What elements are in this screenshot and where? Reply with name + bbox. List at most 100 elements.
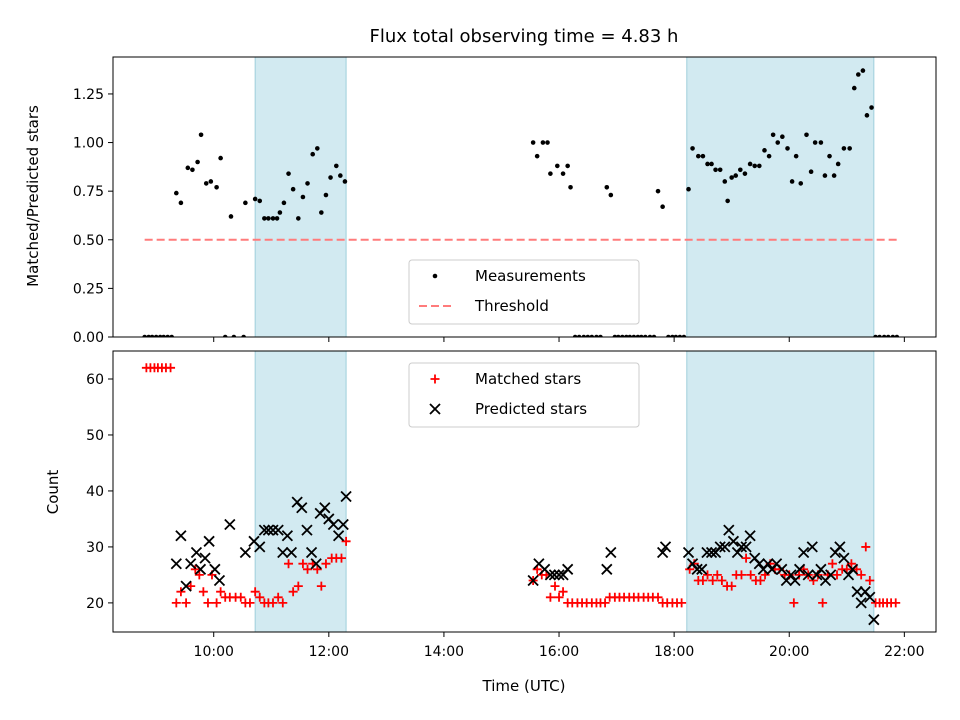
ratio-panel-series-0-point-18 xyxy=(222,334,228,337)
ratio-panel-series-0-point-73 xyxy=(655,188,661,194)
count-panel-series-1-point-71 xyxy=(797,546,810,559)
count-panel-series-0-point-114 xyxy=(861,542,871,552)
count-panel-series-0-point-7 xyxy=(171,598,181,608)
count-panel-series-1-point-22 xyxy=(296,502,308,514)
ratio-panel-series-0-point-102 xyxy=(785,146,790,151)
ratio-panel: 0.00 0.25 0.50 0.75 1.00 1.25 Measurements Thre… xyxy=(73,56,937,346)
count-panel-series-0-point-60 xyxy=(600,598,610,608)
ratio-panel-series-0-point-36 xyxy=(310,151,316,157)
count-panel-series-1-point-31 xyxy=(337,518,349,531)
ratio-panel-series-0-point-49 xyxy=(555,163,560,169)
ratio-panel-series-0-point-104 xyxy=(793,153,799,159)
ratio-panel-series-0-point-14 xyxy=(203,181,209,186)
ratio-panel-series-0-point-58 xyxy=(594,334,599,337)
ratio-panel-series-0-point-88 xyxy=(722,179,728,184)
count-panel-series-0-point-99 xyxy=(789,598,799,608)
count-panel-series-1-point-36 xyxy=(544,569,557,581)
count-panel-series-1-point-45 xyxy=(682,546,695,559)
ratio-panel-series-0-point-125 xyxy=(890,334,896,337)
ratio-panel-series-0-point-63 xyxy=(616,334,621,337)
count-panel-series-0-point-16 xyxy=(212,598,222,608)
ratio-panel-series-0-point-69 xyxy=(639,334,644,337)
count-panel-series-0-point-31 xyxy=(284,559,294,569)
ratio-panel-series-0-point-64 xyxy=(620,334,625,337)
ratio-panel-series-0-point-87 xyxy=(717,167,723,173)
count-panel-series-1-point-19 xyxy=(281,530,294,542)
ratio-panel-series-0-point-77 xyxy=(673,334,679,337)
ratio-panel-series-0-point-106 xyxy=(804,132,809,138)
count-panel-series-0-point-12 xyxy=(194,570,204,580)
count-panel-series-1-point-27 xyxy=(319,502,331,514)
ratio-panel-series-0-point-98 xyxy=(766,153,772,159)
count-panel-series-1-point-48 xyxy=(696,563,708,575)
ratio-panel-series-0-point-72 xyxy=(651,334,657,337)
count-panel-series-0-point-10 xyxy=(186,581,196,591)
count-panel-legend-label-1: Predicted stars xyxy=(475,400,587,418)
ratio-panel-series-0-point-93 xyxy=(742,171,748,176)
count-panel-series-0-point-90 xyxy=(746,570,756,580)
ratio-panel-series-0-point-95 xyxy=(752,163,758,169)
count-panel-series-1-point-25 xyxy=(310,558,322,570)
count-panel-series-1-point-43 xyxy=(656,546,669,559)
ratio-panel-series-0-point-41 xyxy=(334,163,339,169)
count-panel-legend-swatch-0 xyxy=(430,374,440,384)
ratio-panel-series-0-point-43 xyxy=(342,179,348,184)
x-tick-label-3: 16:00 xyxy=(539,644,579,660)
count-panel-series-1-point-11 xyxy=(239,546,252,559)
ratio-panel-series-0-point-9 xyxy=(178,200,184,206)
ratio-panel-series-0-point-56 xyxy=(585,334,591,337)
ratio-panel-series-0-point-101 xyxy=(780,134,785,140)
ratio-panel-series-0-point-23 xyxy=(252,196,258,202)
ratio-panel-series-0-point-76 xyxy=(670,334,675,337)
ratio-panel-series-0-point-37 xyxy=(315,146,320,151)
count-panel-series-0-point-42 xyxy=(336,553,346,563)
ratio-panel-series-0-point-118 xyxy=(860,68,866,73)
count-panel-series-1-point-59 xyxy=(744,530,756,542)
count-panel-series-0-point-107 xyxy=(827,559,837,569)
count-panel-series-0-point-14 xyxy=(203,598,213,608)
ratio-panel-series-0-point-52 xyxy=(568,184,573,190)
ratio-panel-legend-label-0: Measurements xyxy=(475,267,586,285)
count-panel-series-0-point-37 xyxy=(312,564,322,574)
count-panel-series-1-point-66 xyxy=(776,563,788,575)
count-panel-series-1-point-38 xyxy=(553,569,565,581)
ratio-panel-series-0-point-109 xyxy=(818,140,824,145)
ratio-panel-series-0-point-119 xyxy=(864,113,870,118)
count-panel-series-0-point-48 xyxy=(545,592,555,602)
ratio-panel-series-0-point-50 xyxy=(560,171,566,176)
count-panel-frame xyxy=(112,350,937,633)
ratio-panel-series-0-point-32 xyxy=(290,186,296,192)
ratio-panel-series-0-point-39 xyxy=(323,192,329,198)
count-panel-series-1-point-44 xyxy=(659,541,672,553)
ratio-panel-series-0-point-90 xyxy=(729,175,734,180)
ratio-panel-series-0-point-28 xyxy=(274,216,280,221)
ratio-panel-series-0-point-22 xyxy=(243,200,248,206)
ratio-panel-series-0-point-46 xyxy=(540,140,546,145)
ratio-panel-series-0-point-86 xyxy=(713,167,718,173)
count-panel-series-1-point-79 xyxy=(834,541,846,553)
ratio-panel-series-0-point-62 xyxy=(612,334,618,337)
count-panel-series-0-point-81 xyxy=(703,570,713,580)
count-panel-series-1-point-15 xyxy=(262,524,275,536)
count-panel-series-1-point-57 xyxy=(735,541,748,553)
ratio-panel-series-0-point-55 xyxy=(581,334,587,337)
ratio-panel-series-0-point-17 xyxy=(218,155,223,161)
count-panel-series-0-point-50 xyxy=(554,592,564,602)
count-panel-series-1-point-61 xyxy=(753,558,765,570)
ratio-panel-series-0-point-75 xyxy=(666,334,671,337)
ratio-panel-series-0-point-120 xyxy=(869,105,874,110)
count-panel-series-1-point-63 xyxy=(762,558,774,570)
count-panel-legend-label-0: Matched stars xyxy=(475,370,581,388)
count-panel-series-0-point-34 xyxy=(298,559,308,569)
ratio-panel-ytick-label-5: 1.25 xyxy=(73,87,104,103)
ratio-panel-series-0-point-81 xyxy=(690,146,695,151)
ratio-panel-ytick-label-3: 0.75 xyxy=(73,184,104,200)
ratio-panel-series-0-point-67 xyxy=(631,334,637,337)
count-panel-series-1-point-68 xyxy=(785,569,797,581)
count-panel-series-1-point-41 xyxy=(601,563,613,575)
ratio-panel-series-0-point-1 xyxy=(146,334,151,337)
ratio-panel-ytick-label-1: 0.25 xyxy=(73,281,104,297)
count-panel-ytick-label-3: 50 xyxy=(86,428,104,444)
count-panel-series-1-point-50 xyxy=(705,546,718,559)
count-panel-series-0-point-111 xyxy=(846,559,856,569)
